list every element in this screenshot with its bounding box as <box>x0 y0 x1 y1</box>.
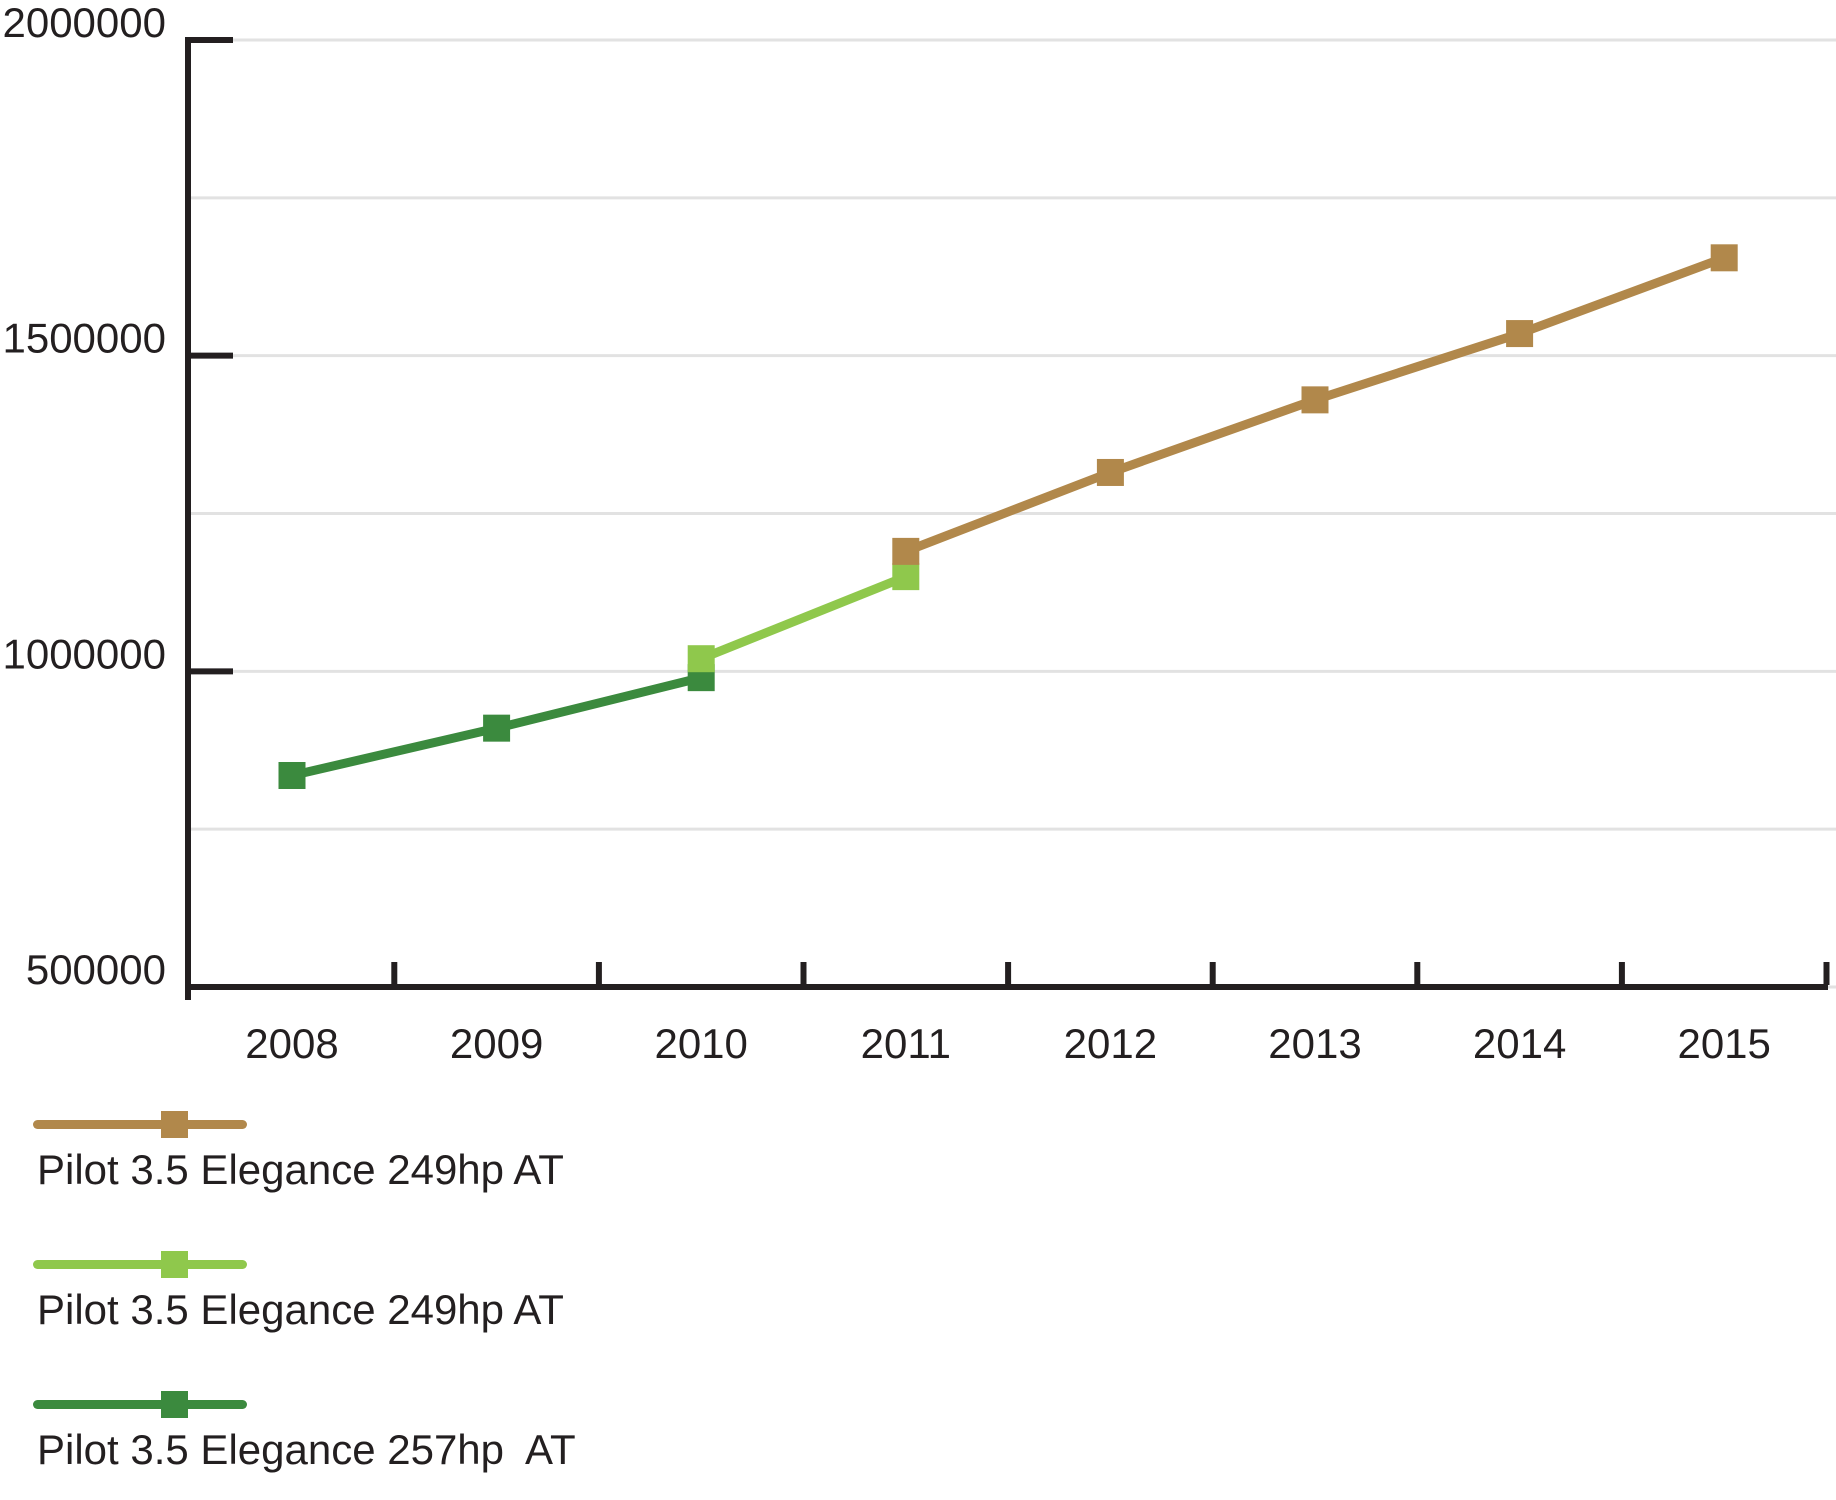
legend-item-series-1: Pilot 3.5 Elegance 249hp AT <box>33 1251 1836 1331</box>
data-point-marker-series-1 <box>687 645 715 673</box>
data-point-marker-series-2 <box>483 714 511 742</box>
legend-square-marker-icon <box>161 1111 188 1138</box>
data-point-marker-series-0 <box>892 537 920 565</box>
x-tick-label-year: 2014 <box>1473 1020 1566 1067</box>
legend-swatch <box>33 1391 247 1418</box>
x-tick-label-year: 2010 <box>654 1020 747 1067</box>
legend-item-series-0: Pilot 3.5 Elegance 249hp AT <box>33 1111 1836 1191</box>
x-tick-label-year: 2012 <box>1064 1020 1157 1067</box>
x-tick-label-year: 2015 <box>1677 1020 1770 1067</box>
legend-label: Pilot 3.5 Elegance 249hp AT <box>37 1146 564 1193</box>
chart-legend: Pilot 3.5 Elegance 249hp AT Pilot 3.5 El… <box>33 1111 1836 1471</box>
legend-square-marker-icon <box>161 1251 188 1278</box>
legend-swatch <box>33 1251 247 1278</box>
line-chart-plot-area: 500000 1000000 1500000 2000000 2008 2009 2010 2… <box>2 0 1836 1067</box>
data-point-marker-series-1 <box>892 563 920 591</box>
data-point-marker-series-0 <box>1096 458 1124 486</box>
legend-line-sample <box>33 1120 247 1129</box>
legend-line-sample <box>33 1400 247 1409</box>
x-tick-label-year: 2008 <box>245 1020 338 1067</box>
x-tick-label-year: 2013 <box>1268 1020 1361 1067</box>
legend-line-sample <box>33 1260 247 1269</box>
legend-label: Pilot 3.5 Elegance 257hp AT <box>37 1426 576 1473</box>
y-tick-label: 1000000 <box>2 630 166 677</box>
legend-square-marker-icon <box>161 1391 188 1418</box>
data-point-marker-series-0 <box>1301 386 1329 414</box>
y-tick-label: 2000000 <box>2 0 166 46</box>
data-point-marker-series-0 <box>1506 320 1534 348</box>
data-point-marker-series-0 <box>1710 244 1738 272</box>
x-tick-label-year: 2011 <box>861 1020 951 1067</box>
y-tick-label: 500000 <box>26 946 166 993</box>
data-point-marker-series-2 <box>278 762 306 790</box>
series-line-1 <box>699 572 908 663</box>
legend-label: Pilot 3.5 Elegance 249hp AT <box>37 1286 564 1333</box>
y-tick-label: 1500000 <box>2 315 166 362</box>
legend-swatch <box>33 1111 247 1138</box>
legend-item-series-2: Pilot 3.5 Elegance 257hp AT <box>33 1391 1836 1471</box>
x-tick-label-year: 2009 <box>450 1020 543 1067</box>
